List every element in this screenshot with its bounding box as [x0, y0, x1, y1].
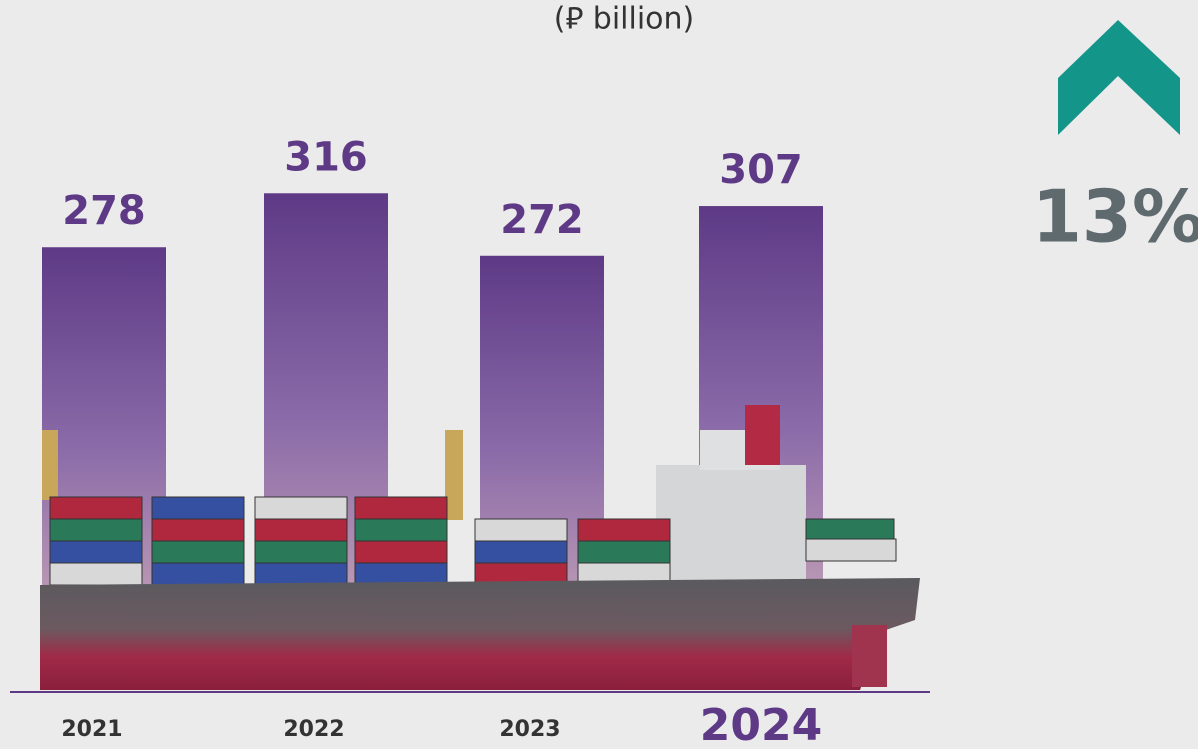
ship — [40, 405, 920, 690]
x-tick-label: 2023 — [499, 717, 560, 742]
x-tick-label: 2024 — [700, 700, 822, 749]
change-annotation: 13% — [1032, 175, 1198, 259]
x-tick-label: 2021 — [61, 717, 122, 742]
up-arrow — [1058, 20, 1180, 135]
subtitle: (⃁ billion) — [554, 2, 695, 37]
value-label: 307 — [719, 147, 803, 193]
x-tick-label: 2022 — [283, 717, 344, 742]
value-label: 316 — [284, 134, 368, 180]
value-label: 278 — [62, 188, 146, 234]
value-label: 272 — [500, 197, 584, 243]
